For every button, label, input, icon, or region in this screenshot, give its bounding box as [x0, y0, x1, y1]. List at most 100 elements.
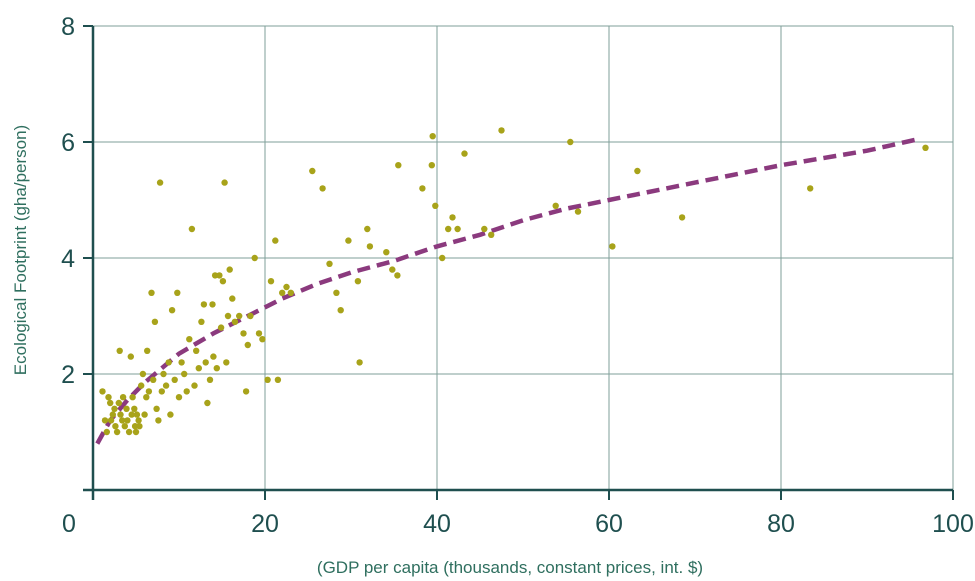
data-point — [244, 341, 251, 349]
data-point — [117, 411, 124, 418]
grid-lines — [93, 25, 954, 490]
x-tick-label: 0 — [62, 510, 76, 538]
data-point — [287, 289, 294, 296]
data-point — [109, 411, 117, 418]
data-point — [454, 225, 461, 233]
data-point — [195, 365, 202, 372]
data-point — [678, 214, 686, 221]
data-point — [132, 428, 140, 436]
data-point — [217, 324, 225, 331]
data-point — [150, 376, 157, 383]
data-point — [119, 417, 126, 424]
data-point — [223, 359, 230, 366]
data-point — [251, 254, 258, 262]
data-point — [111, 405, 118, 412]
data-point — [162, 382, 170, 389]
data-point — [107, 417, 115, 424]
data-point — [428, 162, 435, 169]
trend-line — [95, 136, 920, 445]
data-point — [807, 185, 814, 192]
data-point — [609, 243, 616, 250]
data-point — [394, 272, 401, 279]
data-point — [139, 370, 147, 378]
data-point — [364, 225, 371, 233]
data-point — [226, 266, 233, 273]
data-point — [274, 376, 282, 383]
data-points-layer — [99, 127, 929, 436]
y-axis-title: Ecological Footprint (gha/person) — [11, 125, 30, 375]
data-point — [116, 347, 123, 354]
data-point — [247, 312, 254, 320]
data-point — [242, 388, 250, 395]
y-tick-label: 4 — [61, 245, 75, 273]
data-point — [445, 225, 452, 233]
data-point — [236, 312, 243, 320]
y-tick-label: 2 — [61, 361, 75, 389]
data-point — [439, 254, 446, 262]
data-point — [168, 307, 176, 314]
x-tick-label: 100 — [932, 510, 974, 538]
data-point — [283, 283, 290, 291]
data-point — [229, 295, 236, 302]
x-tick-label: 80 — [767, 510, 795, 538]
data-point — [183, 388, 190, 395]
x-tick-label: 40 — [423, 510, 451, 538]
data-point — [319, 185, 326, 192]
data-point — [188, 225, 196, 233]
data-point — [231, 318, 239, 325]
data-point — [383, 249, 390, 256]
data-point — [129, 394, 136, 401]
data-point — [101, 417, 109, 424]
data-point — [264, 376, 271, 383]
data-point — [481, 225, 488, 233]
data-point — [186, 336, 193, 343]
data-point — [279, 289, 286, 296]
data-point — [135, 417, 142, 424]
data-point — [155, 417, 162, 424]
data-point — [193, 347, 200, 354]
data-point — [138, 382, 145, 389]
data-point — [213, 365, 220, 372]
data-point — [488, 231, 495, 238]
data-point — [221, 179, 228, 186]
axes — [83, 25, 954, 500]
data-point — [255, 330, 263, 337]
data-point — [366, 243, 374, 250]
data-point — [337, 307, 344, 314]
data-point — [200, 301, 208, 308]
data-point — [158, 388, 165, 395]
data-point — [419, 185, 426, 192]
data-point — [131, 405, 138, 412]
y-tick-label: 8 — [61, 13, 75, 41]
data-point — [204, 399, 211, 407]
data-point — [574, 208, 582, 215]
data-point — [99, 388, 106, 395]
data-point — [123, 405, 130, 412]
data-point — [178, 359, 185, 366]
data-point — [432, 202, 439, 209]
data-point — [105, 394, 112, 401]
data-point — [209, 301, 216, 308]
data-point — [175, 394, 183, 401]
data-point — [112, 423, 119, 430]
data-point — [119, 394, 127, 401]
data-point — [216, 272, 223, 279]
data-point — [181, 370, 188, 378]
data-point — [167, 411, 174, 418]
data-point — [145, 388, 153, 395]
data-point — [345, 237, 352, 244]
data-point — [144, 347, 151, 354]
data-point — [333, 289, 340, 296]
data-point — [267, 278, 275, 285]
data-point — [567, 138, 574, 146]
data-point — [202, 359, 209, 366]
data-point — [309, 167, 316, 175]
x-tick-label: 60 — [595, 510, 623, 538]
data-point — [165, 359, 172, 366]
data-point — [153, 405, 160, 412]
data-point — [272, 237, 279, 244]
data-point — [141, 411, 148, 418]
data-point — [103, 428, 111, 436]
data-point — [498, 127, 505, 134]
data-point — [259, 336, 266, 343]
